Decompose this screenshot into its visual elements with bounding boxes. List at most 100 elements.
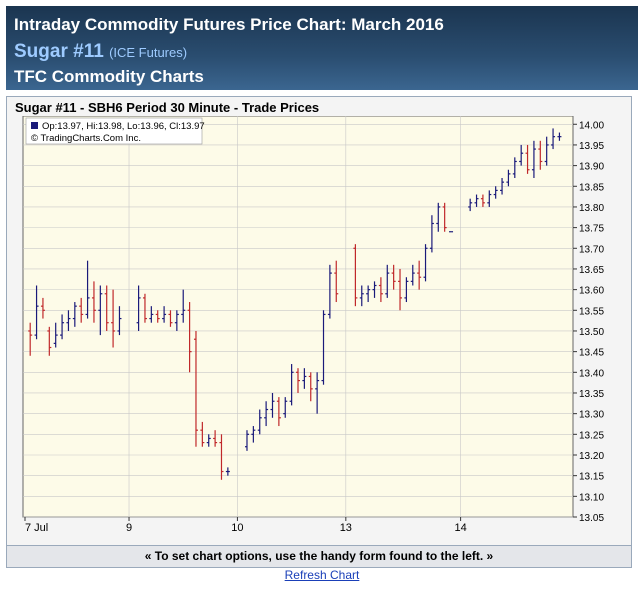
y-tick-label: 13.70: [579, 244, 604, 255]
chart-options-note: « To set chart options, use the handy fo…: [6, 545, 632, 568]
ohlc-bar: [378, 277, 383, 303]
chart-legend: Op:13.97, Hi:13.98, Lo:13.96, Cl:13.97© …: [25, 117, 205, 145]
ohlc-bar: [47, 326, 52, 356]
y-tick-label: 13.90: [579, 162, 604, 173]
ohlc-bar: [85, 260, 90, 319]
ohlc-bar: [423, 244, 428, 282]
ohlc-bar: [142, 293, 147, 323]
y-tick-label: 13.25: [579, 430, 604, 441]
ohlc-bar: [404, 277, 409, 303]
ohlc-bar: [334, 260, 339, 303]
ohlc-bar: [149, 306, 154, 323]
ohlc-bar: [544, 136, 549, 166]
y-tick-label: 13.15: [579, 472, 604, 483]
ohlc-bar: [174, 310, 179, 331]
ohlc-bar: [91, 281, 96, 323]
ohlc-bar: [60, 314, 65, 340]
ohlc-bar: [34, 285, 39, 340]
page-title: Intraday Commodity Futures Price Chart: …: [14, 15, 444, 34]
ohlc-bar: [468, 198, 473, 212]
y-tick-label: 13.40: [579, 368, 604, 379]
ohlc-bar: [225, 467, 230, 476]
ohlc-bar: [40, 297, 45, 319]
site-subtitle: TFC Commodity Charts: [14, 67, 204, 86]
y-tick-label: 13.75: [579, 224, 604, 235]
y-tick-label: 13.35: [579, 389, 604, 400]
refresh-row: Refresh Chart: [0, 568, 644, 582]
y-tick-label: 13.85: [579, 182, 604, 193]
ohlc-bar: [264, 401, 269, 427]
ohlc-bar: [162, 306, 167, 323]
ohlc-bar: [168, 310, 173, 327]
ohlc-bar: [302, 368, 307, 389]
ohlc-bar: [551, 128, 556, 150]
ohlc-bar: [442, 202, 447, 232]
ohlc-bar: [353, 244, 358, 307]
commodity-name: Sugar #11: [14, 41, 104, 62]
ohlc-bar: [28, 322, 33, 356]
ohlc-bar: [372, 281, 377, 298]
y-tick-label: 13.10: [579, 492, 604, 503]
ohlc-bar: [257, 409, 262, 435]
ohlc-bar: [104, 285, 109, 331]
refresh-chart-link[interactable]: Refresh Chart: [284, 568, 360, 582]
ohlc-bar: [519, 144, 524, 166]
ohlc-bar: [187, 302, 192, 373]
legend-box: [25, 117, 203, 145]
y-tick-label: 13.30: [579, 410, 604, 421]
ohlc-bar: [410, 264, 415, 286]
ohlc-bar: [72, 302, 77, 327]
ohlc-bar: [429, 215, 434, 253]
chart-area: 14.00 13.95 13.90 13.85 13.80 13.75 13.70 13.65…: [14, 115, 630, 540]
ohlc-bar: [136, 285, 141, 331]
ohlc-bar: [391, 264, 396, 290]
ohlc-bar: [111, 289, 116, 348]
y-tick-label: 13.60: [579, 286, 604, 297]
ohlc-bar: [512, 157, 517, 179]
ohlc-bar: [98, 285, 103, 336]
ohlc-bar: [525, 144, 530, 174]
y-tick-label: 13.80: [579, 203, 604, 214]
ohlc-bar: [436, 202, 441, 232]
ohlc-bar: [474, 194, 479, 207]
x-tick-label: 10: [231, 522, 243, 534]
plot-background: [22, 115, 574, 518]
ohlc-bar: [480, 194, 485, 207]
ohlc-bar: [308, 372, 313, 402]
x-tick-label: 13: [340, 522, 352, 534]
ohlc-bar: [506, 169, 511, 187]
x-tick-label: 14: [454, 522, 466, 534]
y-tick-label: 13.65: [579, 265, 604, 276]
ohlc-bar: [321, 310, 326, 385]
legend-ohlc-text: Op:13.97, Hi:13.98, Lo:13.96, Cl:13.97: [42, 121, 205, 132]
ohlc-bar: [270, 392, 275, 418]
ohlc-bar: [500, 178, 505, 195]
x-tick-label: 7 Jul: [25, 522, 48, 534]
ohlc-bar: [531, 140, 536, 179]
ohlc-bar: [213, 430, 218, 447]
ohlc-bar: [538, 140, 543, 170]
ohlc-bar: [181, 289, 186, 323]
ohlc-bar: [53, 322, 58, 348]
ohlc-bar: [251, 426, 256, 443]
legend-swatch: [31, 122, 38, 129]
exchange-label: (ICE Futures): [109, 45, 188, 60]
ohlc-bar: [155, 310, 160, 323]
commodity-title: Sugar #11 (ICE Futures): [14, 41, 187, 63]
ohlc-bar: [206, 434, 211, 447]
ohlc-bar: [244, 430, 249, 451]
ohlc-bar: [398, 268, 403, 311]
ohlc-bar: [289, 364, 294, 406]
y-tick-label: 13.45: [579, 348, 604, 359]
ohlc-bar: [417, 260, 422, 290]
ohlc-bar: [487, 190, 492, 207]
y-tick-label: 13.50: [579, 327, 604, 338]
y-tick-label: 13.95: [579, 141, 604, 152]
ohlc-bar: [385, 264, 390, 298]
ohlc-bar: [200, 421, 205, 447]
y-tick-label: 13.05: [579, 513, 604, 524]
chart-title: Sugar #11 - SBH6 Period 30 Minute - Trad…: [15, 100, 320, 115]
ohlc-bar: [79, 297, 84, 323]
ohlc-bar: [493, 186, 498, 199]
ohlc-bar: [117, 306, 122, 336]
